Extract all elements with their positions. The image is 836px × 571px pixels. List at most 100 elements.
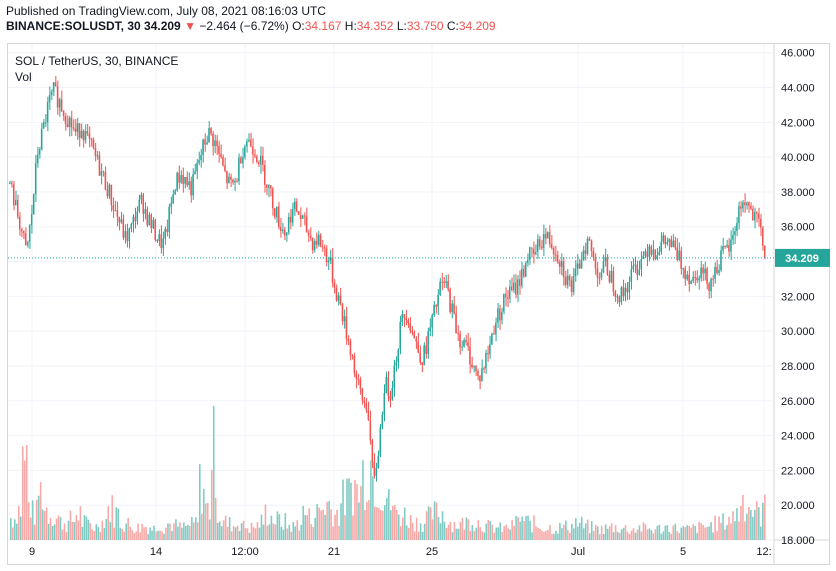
volume-bar xyxy=(368,500,370,540)
candle-body xyxy=(365,402,368,411)
volume-bar xyxy=(497,527,500,540)
candle-body xyxy=(260,155,262,165)
candle-body xyxy=(148,214,150,226)
volume-bar xyxy=(83,515,86,540)
candle-body xyxy=(42,122,45,129)
candle-body xyxy=(690,281,692,285)
volume-bar xyxy=(306,515,309,540)
candle-body xyxy=(170,203,172,207)
candle-body xyxy=(762,227,764,246)
candle-body xyxy=(230,176,232,180)
candle-body xyxy=(188,181,190,186)
candle-body xyxy=(210,128,212,134)
candle-body xyxy=(146,208,148,226)
volume-bar xyxy=(274,524,277,540)
candle-body xyxy=(228,176,230,184)
candle-body xyxy=(88,133,91,139)
volume-bar xyxy=(507,528,509,540)
volume-bar xyxy=(222,520,225,540)
volume-bar xyxy=(547,529,549,540)
candle-body xyxy=(507,297,509,299)
y-tick-label: 28.000 xyxy=(781,361,815,373)
candle-body xyxy=(289,216,292,223)
volume-bar xyxy=(580,516,583,540)
candle-body xyxy=(240,157,242,164)
candle-body xyxy=(598,277,601,279)
volume-bar xyxy=(577,526,579,540)
candle-body xyxy=(413,332,415,339)
volume-bar xyxy=(449,521,452,540)
candle-body xyxy=(630,269,633,283)
volume-bar xyxy=(710,522,712,540)
volume-bar xyxy=(181,527,183,540)
volume-bar xyxy=(127,517,129,540)
chart-frame[interactable] xyxy=(7,43,830,565)
candle-body xyxy=(499,308,501,321)
candle-body xyxy=(664,235,666,245)
volume-bar xyxy=(461,517,464,540)
volume-bar xyxy=(610,523,613,540)
volume-bar xyxy=(199,464,201,540)
volume-bar xyxy=(302,505,305,540)
volume-bar xyxy=(278,514,281,540)
candle-body xyxy=(497,308,499,323)
volume-bar xyxy=(421,531,424,540)
volume-bar xyxy=(732,511,734,540)
volume-bar xyxy=(191,516,193,540)
candle-body xyxy=(156,239,158,242)
candle-body xyxy=(44,122,47,124)
volume-bar xyxy=(573,528,575,540)
candle-body xyxy=(359,379,362,389)
volume-bar xyxy=(258,527,261,540)
volume-bar xyxy=(399,526,402,540)
candle-body xyxy=(558,262,561,267)
volume-bar xyxy=(322,509,324,540)
volume-bar xyxy=(578,522,581,540)
volume-bar xyxy=(692,524,694,540)
volume-bar xyxy=(252,527,255,540)
volume-bar xyxy=(495,527,498,540)
candle-body xyxy=(295,201,298,212)
volume-bar xyxy=(13,519,16,540)
volume-bar xyxy=(417,531,420,540)
volume-bar xyxy=(557,533,559,540)
volume-bar xyxy=(521,516,523,540)
volume-bar xyxy=(664,525,667,540)
volume-bar xyxy=(348,478,350,540)
candle-body xyxy=(566,275,569,285)
candle-body xyxy=(140,194,142,200)
chart-header: Published on TradingView.com, July 08, 2… xyxy=(6,4,496,34)
volume-bar xyxy=(523,521,525,540)
volume-bar xyxy=(332,526,334,540)
candle-body xyxy=(347,338,350,342)
candle-body xyxy=(345,316,348,339)
volume-bar xyxy=(216,522,219,540)
volume-bar xyxy=(445,528,448,540)
volume-bar xyxy=(491,524,494,540)
volume-bar xyxy=(443,521,446,540)
candle-body xyxy=(373,461,376,476)
volume-bar xyxy=(447,524,450,540)
candle-body xyxy=(379,427,382,456)
candle-body xyxy=(281,229,284,231)
volume-bar xyxy=(588,533,591,540)
volume-bar xyxy=(620,529,623,540)
candle-body xyxy=(293,201,296,210)
candle-body xyxy=(662,235,664,242)
candle-body xyxy=(319,234,322,247)
candle-body xyxy=(451,303,453,313)
candle-body xyxy=(94,148,97,157)
volume-bar xyxy=(244,528,247,540)
volume-bar xyxy=(57,515,60,540)
volume-bar xyxy=(312,526,314,540)
candle-body xyxy=(152,219,154,229)
volume-bar xyxy=(25,445,28,540)
volume-label: Vol xyxy=(15,70,32,84)
volume-bar xyxy=(171,530,173,540)
candle-body xyxy=(734,231,736,236)
candle-body xyxy=(431,315,433,328)
candle-body xyxy=(764,245,766,258)
candle-body xyxy=(323,246,326,249)
volume-bar xyxy=(473,531,476,540)
